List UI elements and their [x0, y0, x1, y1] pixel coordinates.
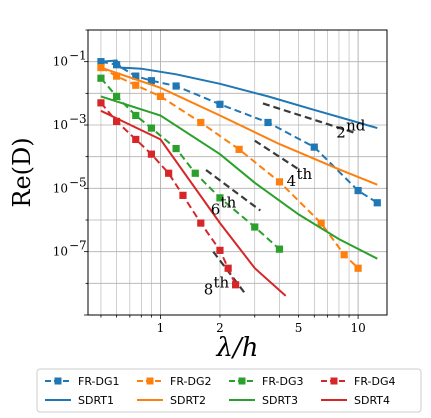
- reference-line-4th: [254, 139, 300, 171]
- data-marker-FR-DG2: [317, 219, 325, 227]
- data-marker-FR-DG4: [179, 191, 187, 199]
- data-marker-FR-DG1: [112, 61, 121, 69]
- x-tick-label: 2: [216, 321, 224, 335]
- data-marker-FR-DG3: [251, 223, 259, 231]
- series-line-SDRT4: [100, 109, 287, 297]
- order-label-2nd: 2: [336, 124, 346, 142]
- data-marker-FR-DG3: [172, 144, 180, 153]
- data-marker-FR-DG4: [97, 99, 105, 107]
- plot-frame: [87, 29, 388, 316]
- data-marker-FR-DG1: [132, 72, 140, 80]
- data-marker-FR-DG2: [132, 81, 140, 89]
- y-tick-exponent: −1: [69, 49, 87, 63]
- legend-box: [36, 368, 422, 413]
- legend-marker-FR-DG4: [330, 377, 338, 385]
- series-line-SDRT3: [100, 95, 378, 260]
- legend-label-SDRT2: SDRT2: [170, 394, 206, 407]
- legend-label-FR-DG4: FR-DG4: [354, 375, 396, 388]
- data-marker-FR-DG2: [275, 178, 284, 186]
- y-tick-label: 10: [53, 181, 68, 195]
- reference-line-6th: [205, 169, 261, 212]
- data-marker-FR-DG1: [216, 100, 224, 108]
- data-marker-FR-DG2: [235, 145, 243, 153]
- data-marker-FR-DG3: [275, 245, 284, 253]
- y-tick-exponent: −7: [69, 239, 87, 253]
- y-tick-label: 10: [53, 245, 68, 259]
- series-line-SDRT1: [100, 59, 378, 130]
- legend-label-FR-DG1: FR-DG1: [78, 375, 120, 388]
- series-layer: [97, 58, 381, 297]
- data-marker-FR-DG1: [264, 118, 272, 127]
- series-line-FR-DG2: [100, 66, 359, 269]
- data-marker-FR-DG4: [112, 117, 121, 125]
- y-axis-label: Re(D): [8, 137, 36, 207]
- x-tick-label: 1: [157, 321, 165, 335]
- x-axis-label: λ/h: [216, 333, 259, 363]
- legend-label-FR-DG2: FR-DG2: [170, 375, 212, 388]
- data-marker-FR-DG1: [147, 77, 156, 85]
- y-tick-exponent: −3: [69, 112, 87, 126]
- y-tick-exponent: −5: [69, 175, 87, 189]
- data-marker-FR-DG4: [232, 281, 240, 289]
- order-label-4th: 4: [287, 172, 297, 190]
- data-marker-FR-DG1: [354, 186, 362, 195]
- data-marker-FR-DG4: [132, 135, 140, 144]
- order-label-sup-6th: th: [221, 193, 237, 211]
- order-label-sup-8th: th: [213, 273, 229, 291]
- legend-label-SDRT4: SDRT4: [354, 394, 390, 407]
- order-label-8th: 8: [204, 280, 214, 298]
- data-marker-FR-DG2: [340, 251, 348, 259]
- order-label-sup-4th: th: [296, 165, 312, 183]
- reference-line-2nd: [262, 102, 355, 134]
- data-marker-FR-DG3: [132, 111, 140, 120]
- data-marker-FR-DG3: [112, 92, 121, 101]
- order-label-sup-2nd: nd: [346, 117, 366, 135]
- data-marker-FR-DG3: [97, 74, 105, 82]
- data-marker-FR-DG1: [172, 82, 180, 90]
- data-marker-FR-DG4: [147, 150, 156, 158]
- legend-marker-FR-DG2: [146, 377, 154, 385]
- legend-label-FR-DG3: FR-DG3: [262, 375, 304, 388]
- legend-marker-FR-DG3: [238, 377, 246, 385]
- data-marker-FR-DG1: [373, 199, 381, 207]
- data-marker-FR-DG3: [216, 194, 224, 202]
- order-label-6th: 6: [211, 200, 221, 218]
- y-tick-label: 10: [53, 118, 68, 132]
- data-marker-FR-DG4: [224, 264, 232, 272]
- data-marker-FR-DG2: [354, 264, 362, 272]
- data-marker-FR-DG3: [191, 169, 199, 177]
- legend-marker-FR-DG1: [54, 377, 62, 385]
- order-annotations: 2 nd4 th6 th8 th: [204, 117, 366, 299]
- data-marker-FR-DG4: [165, 169, 173, 177]
- data-marker-FR-DG2: [156, 92, 165, 101]
- legend: FR-DG1 FR-DG2 FR-DG3 FR-DG4 SDRT1 SDRT2 SDRT3 S…: [36, 368, 422, 413]
- data-marker-FR-DG1: [310, 143, 318, 151]
- data-marker-FR-DG4: [216, 246, 224, 254]
- data-marker-FR-DG2: [197, 118, 205, 127]
- x-tick-label: 10: [350, 321, 365, 335]
- data-marker-FR-DG2: [112, 72, 121, 80]
- data-marker-FR-DG4: [197, 219, 205, 227]
- series-line-SDRT2: [100, 66, 378, 186]
- y-tick-label: 10: [53, 55, 68, 69]
- legend-label-SDRT1: SDRT1: [78, 394, 114, 407]
- data-marker-FR-DG3: [147, 124, 156, 132]
- x-tick-label: 5: [295, 321, 303, 335]
- series-line-FR-DG4: [100, 102, 237, 286]
- series-line-FR-DG1: [100, 60, 378, 204]
- legend-label-SDRT3: SDRT3: [262, 394, 298, 407]
